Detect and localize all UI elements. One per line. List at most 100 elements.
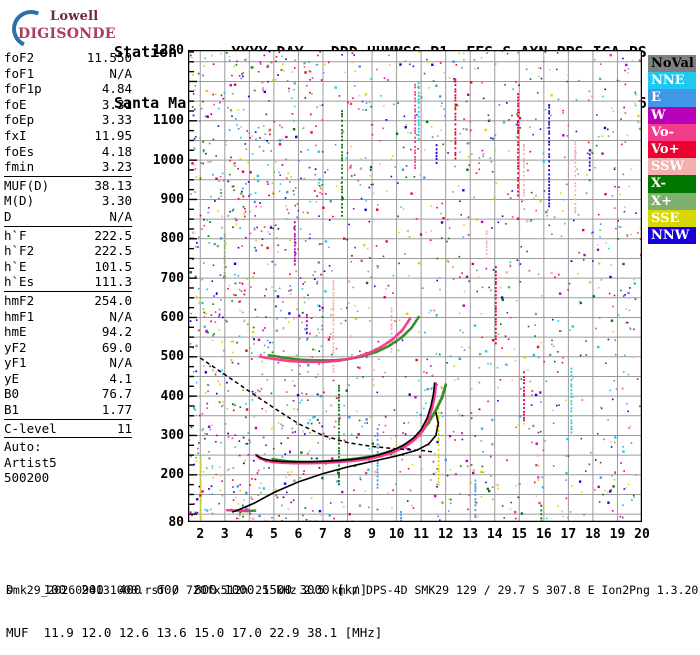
param-key: foF1 bbox=[4, 66, 34, 82]
param-row: M(D) 3.30 bbox=[4, 193, 132, 209]
legend-swatch-x-[interactable]: X+ bbox=[648, 193, 696, 210]
legend-swatch-nne[interactable]: NNE bbox=[648, 72, 696, 89]
autoscaling-line: Auto: bbox=[4, 439, 132, 455]
y-tick-label: 1280 bbox=[153, 44, 184, 57]
lowell-digisonde-logo: Lowell DIGISONDE bbox=[6, 4, 116, 46]
param-value: 1.77 bbox=[102, 402, 132, 418]
param-key: C-level bbox=[4, 421, 57, 437]
param-key: M(D) bbox=[4, 193, 34, 209]
param-key: foE bbox=[4, 97, 27, 113]
x-tick-label: 13 bbox=[458, 528, 482, 542]
param-value: 4.1 bbox=[109, 371, 132, 387]
x-tick-label: 5 bbox=[262, 528, 286, 542]
y-tick-label: 80 bbox=[168, 516, 184, 529]
param-value: 4.84 bbox=[102, 81, 132, 97]
param-row: foE 3.31 bbox=[4, 97, 132, 113]
x-tick-label: 18 bbox=[581, 528, 605, 542]
x-tick-label: 17 bbox=[556, 528, 580, 542]
source-file-info: smk29_2026094131000.rsf / 720fx512h 25 k… bbox=[6, 583, 698, 597]
param-value: 38.13 bbox=[94, 178, 132, 194]
param-key: yE bbox=[4, 371, 19, 387]
param-key: fmin bbox=[4, 159, 34, 175]
muf-distance-table: D 100 200 400 600 800 1000 1500 3000 [km… bbox=[6, 554, 382, 655]
param-key: B1 bbox=[4, 402, 19, 418]
param-row: hmF1 N/A bbox=[4, 309, 132, 325]
param-value: 222.5 bbox=[94, 228, 132, 244]
param-key: h`E bbox=[4, 259, 27, 275]
autoscaling-line: 500200 bbox=[4, 470, 132, 486]
param-key: fxI bbox=[4, 128, 27, 144]
param-value: N/A bbox=[109, 66, 132, 82]
param-value: N/A bbox=[109, 209, 132, 225]
param-key: hmF1 bbox=[4, 309, 34, 325]
y-tick-label: 500 bbox=[161, 350, 184, 363]
y-tick-label: 700 bbox=[161, 272, 184, 285]
param-row: foF1 N/A bbox=[4, 66, 132, 82]
param-value: 254.0 bbox=[94, 293, 132, 309]
param-row: C-level 11 bbox=[4, 421, 132, 437]
legend-swatch-nnw[interactable]: NNW bbox=[648, 227, 696, 244]
y-tick-label: 1000 bbox=[153, 154, 184, 167]
legend-swatch-vo-[interactable]: Vo- bbox=[648, 124, 696, 141]
x-tick-label: 4 bbox=[237, 528, 261, 542]
param-key: hmF2 bbox=[4, 293, 34, 309]
legend-swatch-x-[interactable]: X- bbox=[648, 175, 696, 192]
param-row: h`F 222.5 bbox=[4, 228, 132, 244]
param-value: 3.23 bbox=[102, 159, 132, 175]
y-tick-label: 800 bbox=[161, 232, 184, 245]
x-tick-label: 19 bbox=[605, 528, 629, 542]
y-tick-label: 1100 bbox=[153, 114, 184, 127]
muf-row: MUF 11.9 12.0 12.6 13.6 15.0 17.0 22.9 3… bbox=[6, 626, 382, 640]
param-value: 101.5 bbox=[94, 259, 132, 275]
param-value: 3.30 bbox=[102, 193, 132, 209]
param-value: 69.0 bbox=[102, 340, 132, 356]
x-tick-label: 7 bbox=[311, 528, 335, 542]
param-value: N/A bbox=[109, 309, 132, 325]
ionogram-plot-svg[interactable] bbox=[188, 50, 642, 522]
legend-swatch-e[interactable]: E bbox=[648, 89, 696, 106]
legend-swatch-sse[interactable]: SSE bbox=[648, 210, 696, 227]
legend-swatch-w[interactable]: W bbox=[648, 107, 696, 124]
x-tick-label: 15 bbox=[507, 528, 531, 542]
param-key: h`Es bbox=[4, 274, 34, 290]
param-key: yF2 bbox=[4, 340, 27, 356]
param-row: B1 1.77 bbox=[4, 402, 132, 418]
param-group-4: C-level 11 bbox=[4, 421, 132, 439]
x-tick-label: 14 bbox=[483, 528, 507, 542]
param-value: 11 bbox=[117, 421, 132, 437]
param-key: MUF(D) bbox=[4, 178, 49, 194]
param-value: 3.31 bbox=[102, 97, 132, 113]
x-tick-label: 20 bbox=[630, 528, 654, 542]
x-tick-label: 3 bbox=[213, 528, 237, 542]
param-key: yF1 bbox=[4, 355, 27, 371]
x-tick-label: 10 bbox=[385, 528, 409, 542]
param-key: B0 bbox=[4, 386, 19, 402]
param-value: 222.5 bbox=[94, 243, 132, 259]
legend-swatch-noval[interactable]: NoVal bbox=[648, 55, 696, 72]
param-row: B0 76.7 bbox=[4, 386, 132, 402]
param-value: 76.7 bbox=[102, 386, 132, 402]
legend-swatch-ssw[interactable]: SSW bbox=[648, 158, 696, 175]
legend-swatch-vo-[interactable]: Vo+ bbox=[648, 141, 696, 158]
autoscaling-line: Artist5 bbox=[4, 455, 132, 471]
param-value: N/A bbox=[109, 355, 132, 371]
logo-lowell-text: Lowell bbox=[50, 9, 98, 24]
param-key: h`F bbox=[4, 228, 27, 244]
x-tick-label: 2 bbox=[188, 528, 212, 542]
param-value: 3.33 bbox=[102, 112, 132, 128]
ionogram-plot[interactable] bbox=[188, 50, 642, 522]
param-value: 94.2 bbox=[102, 324, 132, 340]
